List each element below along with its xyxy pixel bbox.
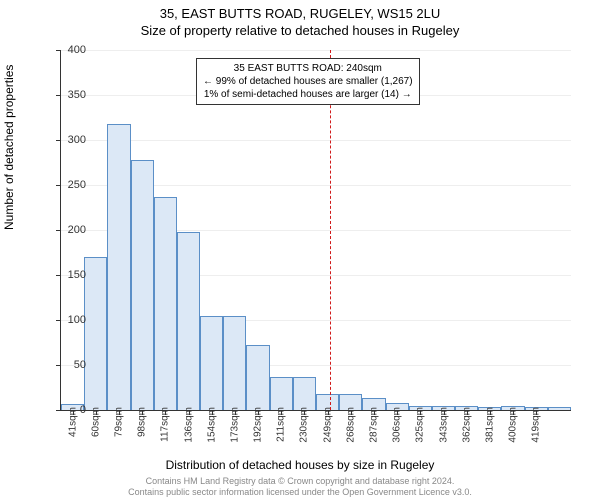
plot-area: 41sqm60sqm79sqm98sqm117sqm136sqm154sqm17…	[60, 50, 571, 411]
xtick-label: 117sqm	[160, 407, 171, 442]
histogram-bar	[154, 197, 177, 410]
y-axis-label: Number of detached properties	[2, 65, 16, 230]
ytick-label: 350	[46, 89, 86, 101]
xtick-label: 136sqm	[183, 407, 194, 443]
chart-title-sub: Size of property relative to detached ho…	[0, 21, 600, 38]
xtick-label: 98sqm	[137, 407, 148, 437]
annotation-box: 35 EAST BUTTS ROAD: 240sqm← 99% of detac…	[196, 58, 420, 105]
histogram-bar	[84, 257, 107, 410]
xtick-label: 287sqm	[368, 407, 379, 443]
xtick-label: 419sqm	[531, 407, 542, 443]
histogram-bar	[107, 124, 130, 410]
histogram-bar	[200, 316, 223, 411]
xtick-label: 249sqm	[322, 407, 333, 443]
histogram-bar	[246, 345, 269, 410]
xtick-label: 79sqm	[113, 407, 124, 437]
grid-line	[61, 140, 571, 141]
xtick-label: 173sqm	[229, 407, 240, 443]
histogram-bar	[293, 377, 316, 410]
ytick-label: 300	[46, 134, 86, 146]
xtick-label: 381sqm	[484, 407, 495, 443]
xtick-label: 192sqm	[253, 407, 264, 443]
xtick-label: 154sqm	[206, 407, 217, 443]
xtick-label: 60sqm	[90, 407, 101, 437]
histogram-bar	[223, 316, 246, 411]
grid-line	[61, 50, 571, 51]
x-axis-label: Distribution of detached houses by size …	[0, 458, 600, 472]
annotation-line3: 1% of semi-detached houses are larger (1…	[203, 88, 413, 101]
xtick-label: 306sqm	[392, 407, 403, 443]
annotation-line2: ← 99% of detached houses are smaller (1,…	[203, 75, 413, 88]
ytick-label: 150	[46, 269, 86, 281]
xtick-label: 325sqm	[415, 407, 426, 443]
chart-title-main: 35, EAST BUTTS ROAD, RUGELEY, WS15 2LU	[0, 0, 600, 21]
footer-attribution: Contains HM Land Registry data © Crown c…	[0, 476, 600, 498]
xtick-label: 211sqm	[276, 407, 287, 442]
footer-line2: Contains public sector information licen…	[0, 487, 600, 498]
xtick-label: 343sqm	[438, 407, 449, 443]
xtick-label: 230sqm	[299, 407, 310, 443]
xtick-label: 362sqm	[461, 407, 472, 443]
histogram-bar	[270, 377, 293, 410]
ytick-label: 250	[46, 179, 86, 191]
xtick-label: 400sqm	[508, 407, 519, 443]
histogram-bar	[177, 232, 200, 410]
ytick-label: 100	[46, 314, 86, 326]
annotation-line1: 35 EAST BUTTS ROAD: 240sqm	[203, 62, 413, 75]
histogram-bar	[548, 407, 571, 410]
ytick-label: 200	[46, 224, 86, 236]
xtick-label: 268sqm	[345, 407, 356, 443]
chart-container: { "header": { "title_main": "35, EAST BU…	[0, 0, 600, 500]
histogram-bar	[131, 160, 154, 410]
footer-line1: Contains HM Land Registry data © Crown c…	[0, 476, 600, 487]
ytick-label: 50	[46, 359, 86, 371]
ytick-label: 0	[46, 404, 86, 416]
ytick-label: 400	[46, 44, 86, 56]
